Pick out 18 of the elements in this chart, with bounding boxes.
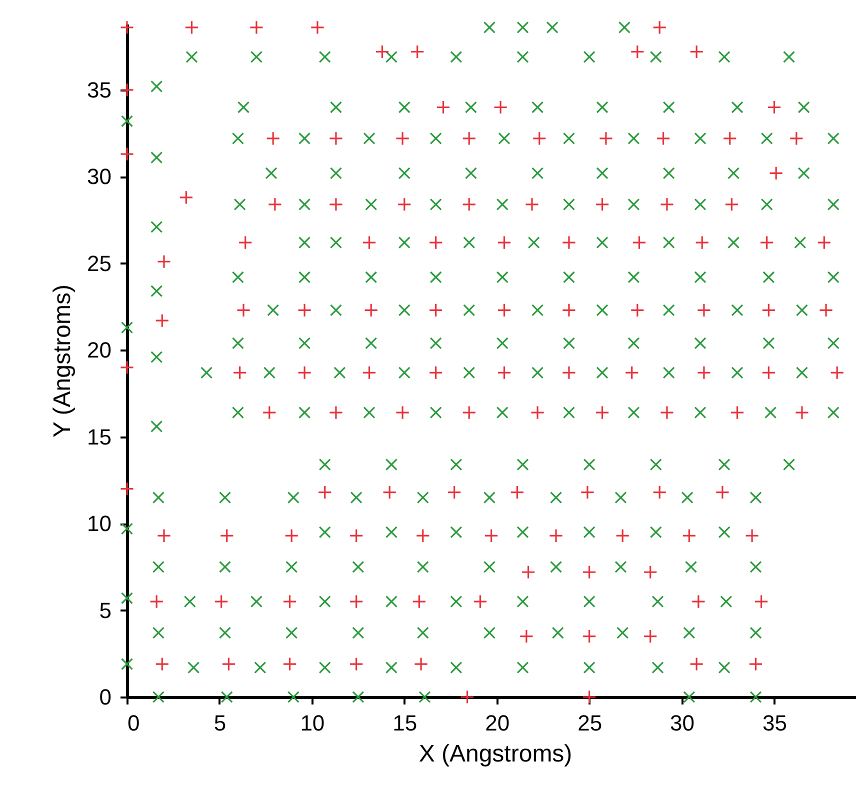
x-axis-title: X (Angstroms)	[418, 740, 572, 768]
x-tick-label: 10	[300, 710, 325, 736]
y-tick-label: 5	[99, 598, 112, 623]
y-tick-label: 25	[87, 250, 112, 276]
x-tick-label: 35	[762, 710, 787, 736]
x-tick-label: 0	[128, 710, 140, 736]
y-tick-label: 15	[87, 424, 112, 450]
y-tick-label: 10	[87, 511, 112, 536]
x-tick-label: 25	[578, 710, 602, 736]
x-tick-label: 5	[214, 710, 226, 736]
y-tick-label: 0	[99, 684, 112, 710]
y-axis-title: Y (Angstroms)	[49, 284, 76, 438]
x-tick-label: 20	[485, 710, 510, 736]
y-tick-label: 35	[87, 77, 112, 102]
x-tick-label: 30	[670, 710, 695, 736]
y-tick-label: 20	[87, 338, 112, 363]
x-tick-label: 15	[392, 710, 418, 736]
y-tick-label: 30	[87, 164, 112, 190]
